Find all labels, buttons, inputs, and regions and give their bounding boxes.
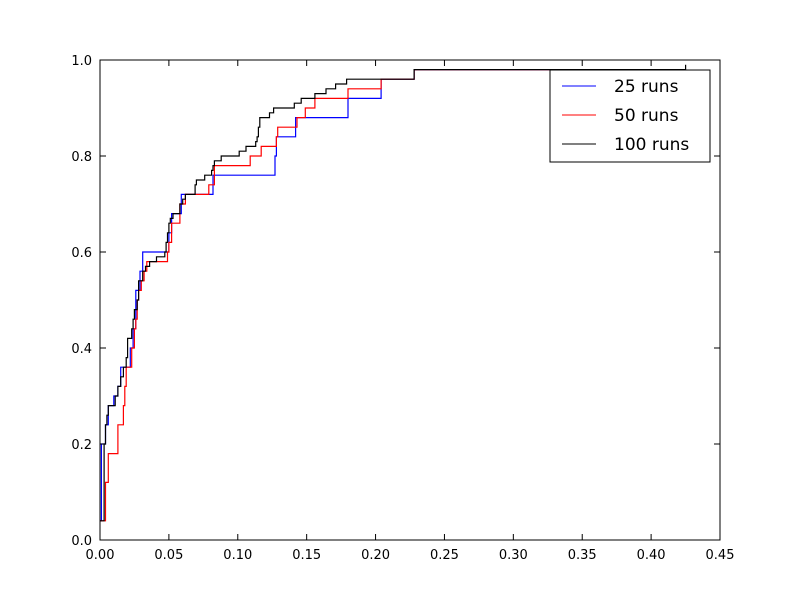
y-tick-label: 0.0 bbox=[71, 534, 92, 549]
legend-label-25-runs: 25 runs bbox=[614, 77, 679, 97]
x-tick-label: 0.45 bbox=[706, 548, 735, 563]
x-tick-label: 0.15 bbox=[292, 548, 321, 563]
legend-label-50-runs: 50 runs bbox=[614, 106, 679, 126]
legend-label-100-runs: 100 runs bbox=[614, 135, 689, 155]
x-tick-label: 0.30 bbox=[499, 548, 528, 563]
y-tick-label: 0.4 bbox=[71, 342, 92, 357]
x-tick-label: 0.20 bbox=[361, 548, 390, 563]
series-layer bbox=[100, 64, 687, 522]
legend-box bbox=[549, 69, 711, 163]
x-tick-label: 0.35 bbox=[568, 548, 597, 563]
ticks-layer: 0.00 0.05 0.10 0.15 0.20 0.25 0.30 0.35 0.40 0.45… bbox=[71, 54, 734, 563]
y-tick-label: 0.2 bbox=[71, 438, 92, 453]
x-tick-label: 0.10 bbox=[223, 548, 252, 563]
y-tick-label: 0.8 bbox=[71, 150, 92, 165]
plot-frame bbox=[99, 59, 721, 541]
x-tick-label: 0.05 bbox=[154, 548, 183, 563]
y-tick-label: 1.0 bbox=[71, 54, 92, 69]
y-tick-label: 0.6 bbox=[71, 246, 92, 261]
series-line-50-runs bbox=[100, 69, 652, 522]
x-tick-label: 0.00 bbox=[86, 548, 115, 563]
x-tick-label: 0.25 bbox=[430, 548, 459, 563]
series-line-100-runs bbox=[100, 64, 687, 522]
x-tick-label: 0.40 bbox=[637, 548, 666, 563]
legend: 25 runs 50 runs 100 runs bbox=[549, 69, 711, 163]
